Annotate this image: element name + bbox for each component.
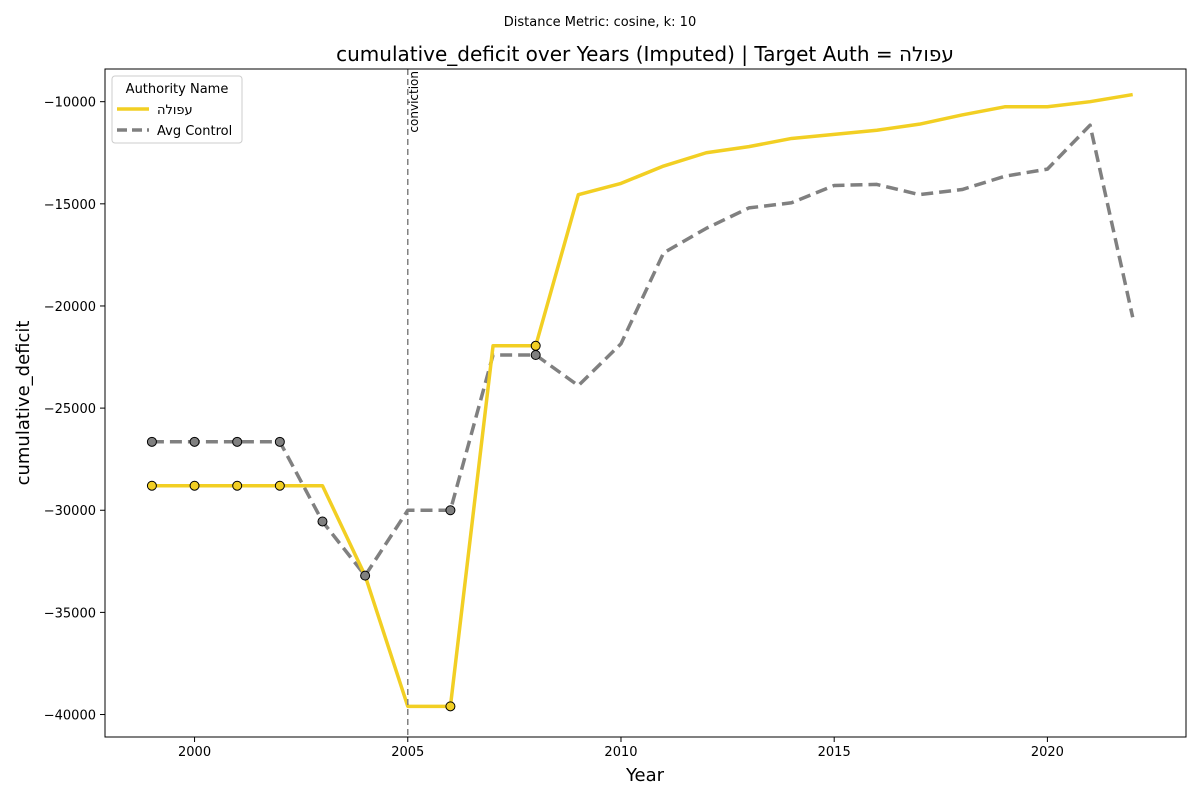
y-tick-label: −35000 [44,606,96,621]
imputed-point-control [146,436,157,447]
y-tick-label: −15000 [44,198,96,213]
imputed-point-control [530,349,541,360]
y-tick-label: −20000 [44,300,96,315]
x-tick-label: 2015 [818,745,851,760]
y-tick-label: −25000 [44,402,96,417]
conviction-marker: conviction [407,69,421,737]
data-lines [151,92,1135,709]
imputed-point-control [360,570,371,581]
legend-box [111,75,243,144]
y-axis: −40000 −35000 −30000 −25000 −20000 −15000 −100… [44,96,105,724]
x-tick-label: 2005 [391,745,424,760]
data-markers [146,340,541,712]
legend-title: Authority Name [126,82,229,97]
x-tick-label: 2020 [1031,745,1064,760]
x-tick-label: 2000 [178,745,211,760]
imputed-point-target [189,480,200,491]
imputed-point-target [530,340,541,351]
x-tick-label: 2010 [604,745,637,760]
plot-frame [104,68,1187,738]
imputed-point-target [274,480,285,491]
suptitle: Distance Metric: cosine, k: 10 [504,15,696,30]
imputed-point-target [445,701,456,712]
series-line-target [151,92,1133,709]
conviction-label: conviction [407,71,421,133]
imputed-point-control [189,436,200,447]
x-axis-label: Year [625,765,665,786]
legend-entry-control: Avg Control [157,124,232,139]
legend-entry-target: עפולה [157,103,193,118]
imputed-point-control [232,436,243,447]
imputed-point-control [274,436,285,447]
imputed-point-target [232,480,243,491]
y-axis-label: cumulative_deficit [13,321,34,486]
imputed-point-control [445,505,456,516]
plot-area: conviction [104,68,1187,738]
y-tick-label: −10000 [44,96,96,111]
imputed-point-control [317,516,328,527]
x-axis: 2000 2005 2010 2015 2020 [178,737,1064,760]
y-tick-label: −30000 [44,504,96,519]
y-tick-label: −40000 [44,709,96,724]
legend: Authority Name עפולה Avg Control [111,75,243,144]
series-line-control [151,123,1135,578]
chart-title: cumulative_deficit over Years (Imputed) … [336,42,954,66]
imputed-point-target [146,480,157,491]
